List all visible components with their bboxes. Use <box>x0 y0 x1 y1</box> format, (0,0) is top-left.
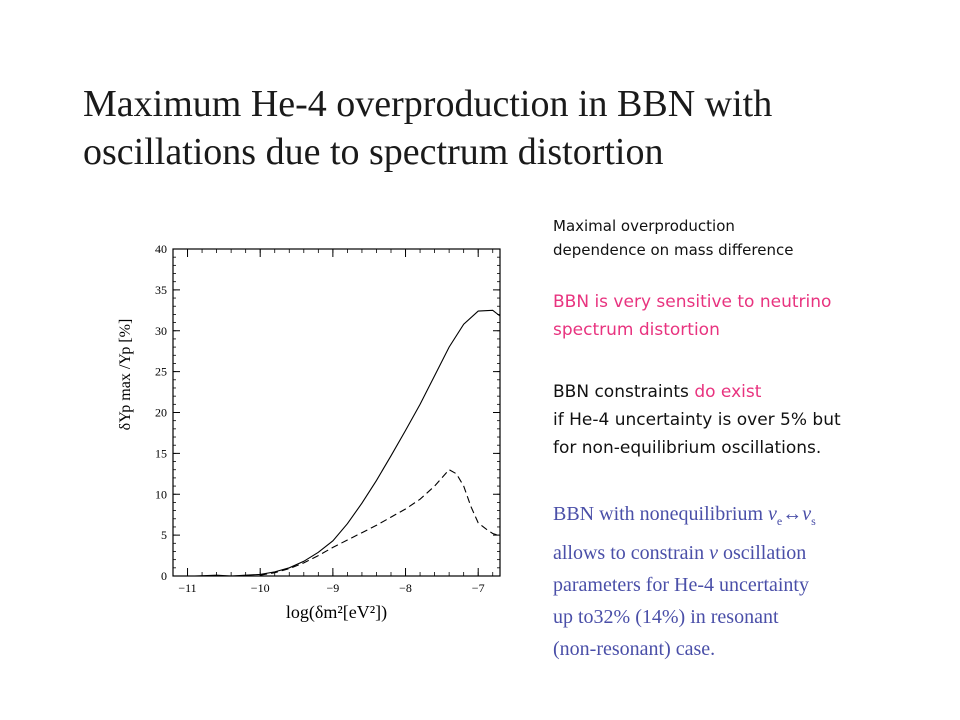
text-block-conclusion: BBN with nonequilibrium νe↔νs allows to … <box>553 498 816 665</box>
text-line: (non-resonant) case. <box>553 638 716 660</box>
x-tick-label: −11 <box>178 581 196 595</box>
text-segment: allows to constrain <box>553 542 710 564</box>
y-tick-label: 35 <box>155 283 167 297</box>
y-tick-label: 0 <box>161 569 167 583</box>
highlight-do-exist: do exist <box>694 382 762 402</box>
subscript-s: s <box>811 514 816 528</box>
series-line-solid <box>194 309 501 577</box>
text-line: BBN is very sensitive to neutrino <box>553 292 832 312</box>
text-line: dependence on mass difference <box>553 241 794 259</box>
y-tick-label: 20 <box>155 406 167 420</box>
y-tick-label: 40 <box>155 242 167 256</box>
title-line-1: Maximum He-4 overproduction in BBN with <box>83 83 773 125</box>
y-axis-label: δYp max /Yp [%] <box>117 319 134 431</box>
text-segment: BBN with nonequilibrium <box>553 503 768 525</box>
text-block-sensitivity: BBN is very sensitive to neutrino spectr… <box>553 288 831 344</box>
text-line: BBN with nonequilibrium νe↔νs <box>553 498 816 537</box>
text-block-mass-dependence: Maximal overproduction dependence on mas… <box>553 214 793 262</box>
x-axis-label: log(δm²[eV²]) <box>286 602 387 623</box>
text-line: up to32% (14%) in resonant <box>553 606 779 628</box>
nu-symbol: ν <box>709 542 718 564</box>
x-tick-label: −10 <box>251 581 270 595</box>
text-segment: BBN constraints <box>553 382 695 402</box>
text-line: parameters for He-4 uncertainty <box>553 574 809 596</box>
text-line: if He-4 uncertainty is over 5% but <box>553 410 841 430</box>
text-block-constraints: BBN constraints do exist if He-4 uncerta… <box>553 378 841 462</box>
y-tick-label: 25 <box>155 365 167 379</box>
title-line-2: oscillations due to spectrum distortion <box>83 131 664 173</box>
text-line: for non-equilibrium oscillations. <box>553 438 822 458</box>
series-line-dashed <box>260 469 501 576</box>
slide-title: Maximum He-4 overproduction in BBN with … <box>83 80 843 176</box>
text-line: spectrum distortion <box>553 320 720 340</box>
overproduction-chart: −11 −10 −9 −8 −7 0 5 10 15 20 25 30 35 40 log(δm²[eV²]… <box>117 242 501 623</box>
y-tick-label: 10 <box>155 487 167 501</box>
nu-symbol: ν <box>802 503 812 525</box>
x-tick-label: −7 <box>472 581 485 595</box>
double-arrow-symbol: ↔ <box>782 503 803 525</box>
plot-frame <box>172 248 501 577</box>
text-line: Maximal overproduction <box>553 217 735 235</box>
x-tick-label: −9 <box>326 581 339 595</box>
text-segment: oscillation <box>717 542 807 564</box>
y-tick-label: 30 <box>155 324 167 338</box>
nu-symbol: ν <box>768 503 777 525</box>
text-line: BBN constraints do exist <box>553 378 841 406</box>
y-tick-label: 15 <box>155 446 167 460</box>
text-line: allows to constrain ν oscillation <box>553 537 816 569</box>
x-tick-label: −8 <box>399 581 412 595</box>
y-tick-label: 5 <box>161 528 167 542</box>
subscript-e: e <box>776 514 783 528</box>
